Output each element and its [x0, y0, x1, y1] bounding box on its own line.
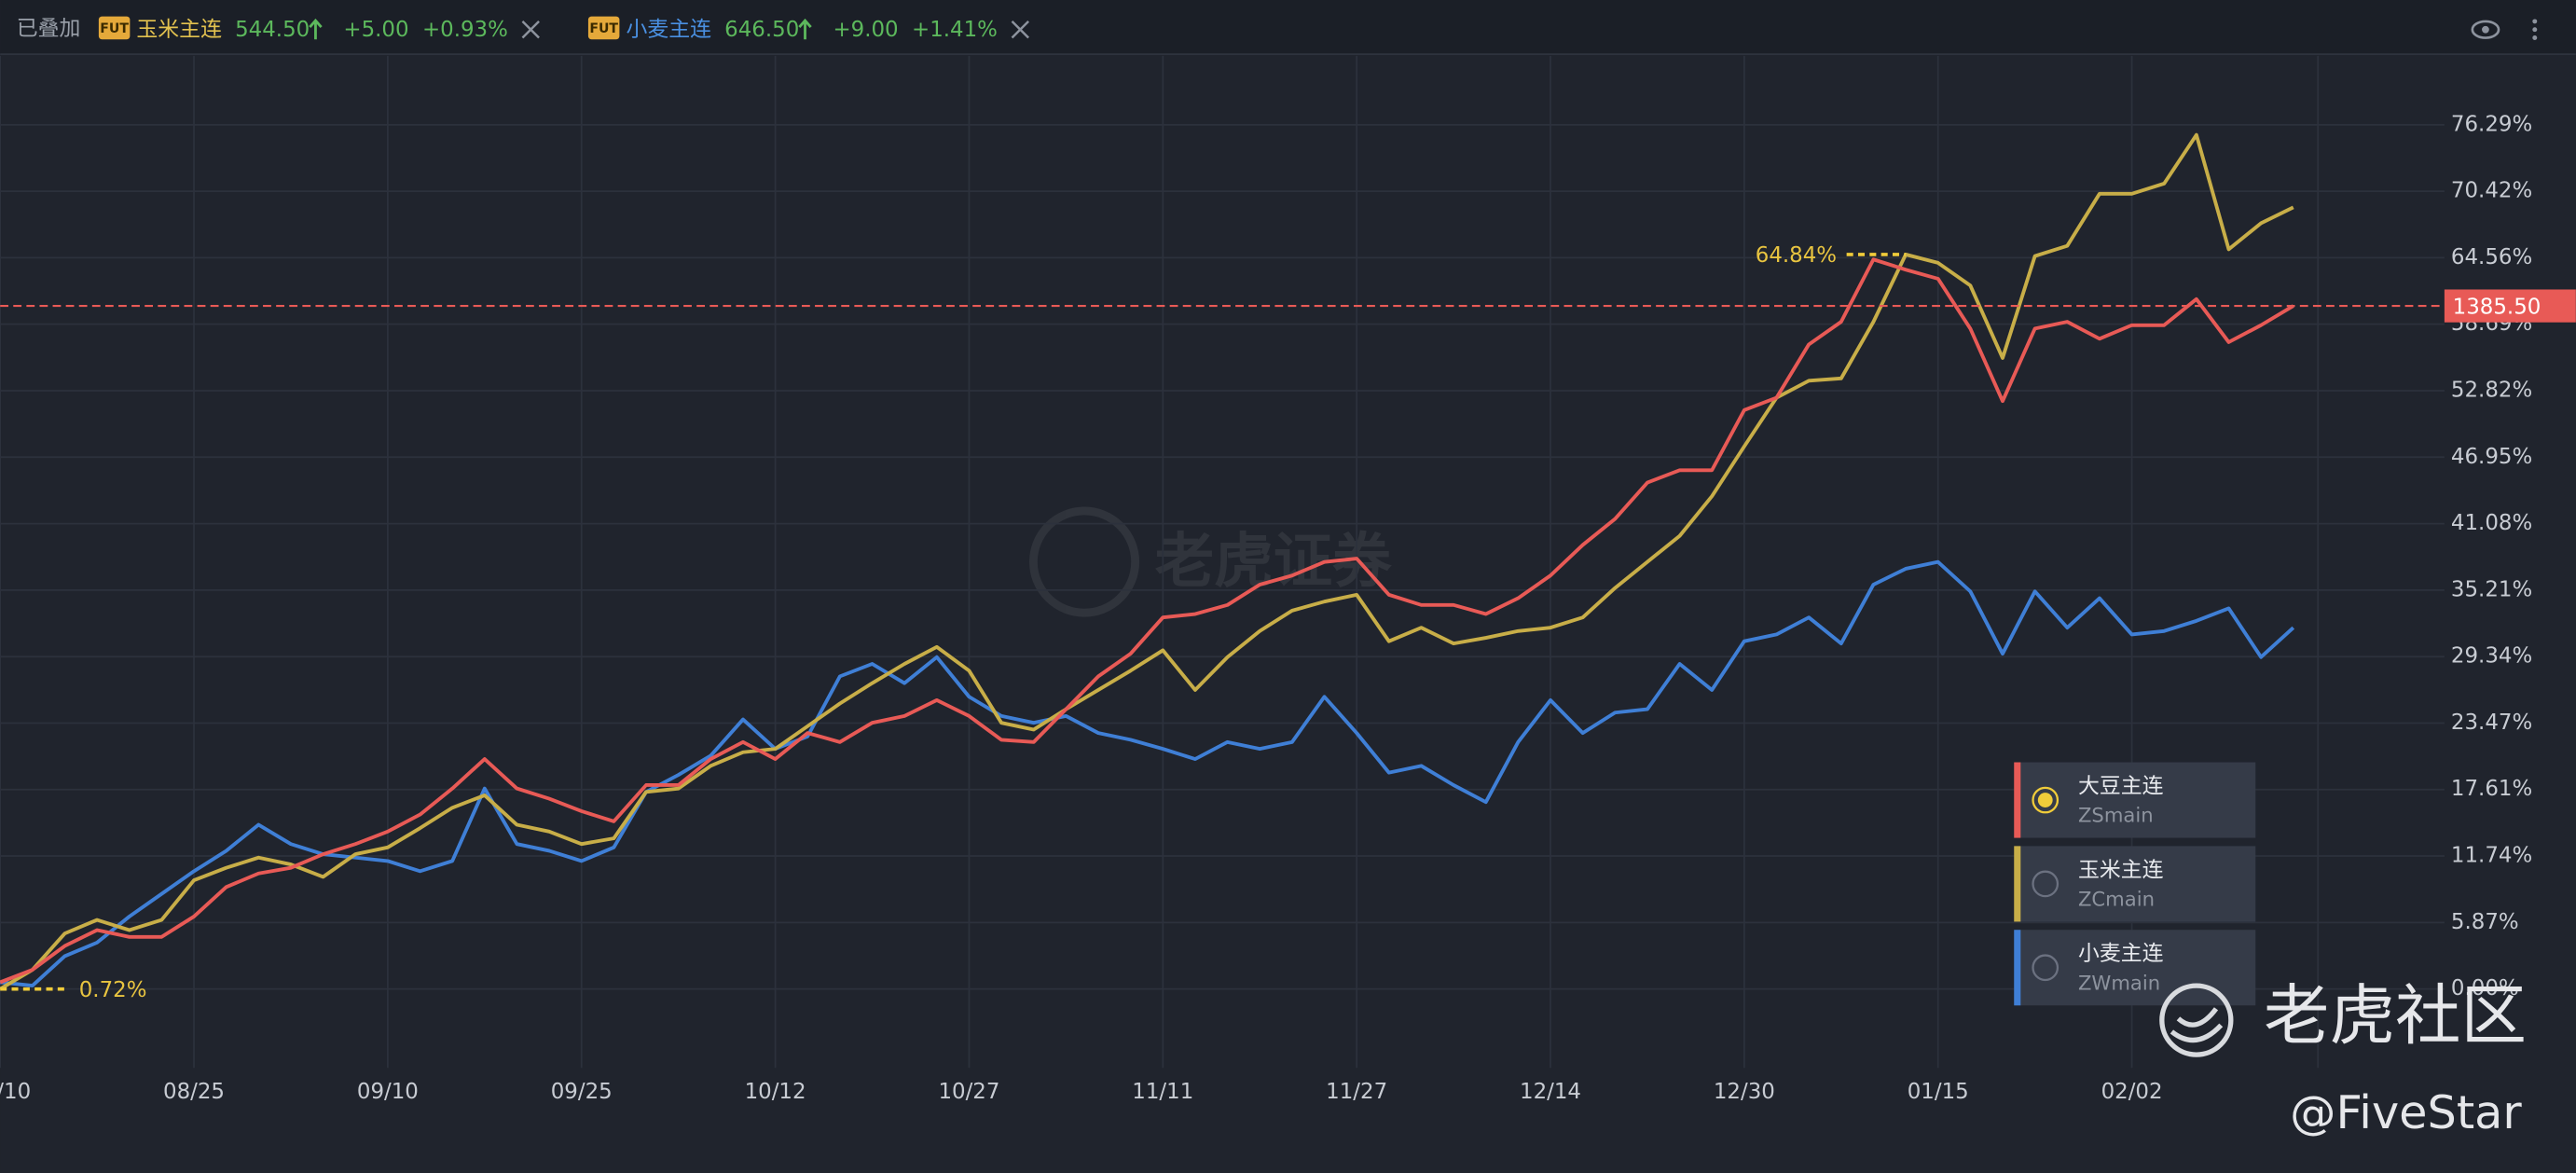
- change-percent: +1.41%: [912, 18, 998, 42]
- x-tick-label: 10/12: [745, 1080, 806, 1104]
- symbol-name: 小麦主连: [626, 18, 711, 42]
- y-tick-label: 76.29%: [2451, 112, 2532, 136]
- x-tick-label: 09/10: [357, 1080, 419, 1104]
- badge-bg: [98, 16, 131, 40]
- x-tick-label: 08/10: [0, 1080, 31, 1104]
- eye-outline: [2471, 20, 2500, 39]
- legend-stripe: [2014, 762, 2021, 838]
- legend-code: ZSmain: [2078, 804, 2154, 827]
- legend-item[interactable]: 小麦主连 ZWmain: [2014, 930, 2256, 1006]
- x-tick-label: 01/15: [1908, 1080, 1969, 1104]
- legend-name: 玉米主连: [2078, 858, 2164, 882]
- legend-radio: [2032, 870, 2059, 898]
- badge-bg: [587, 16, 620, 40]
- up-arrow: [798, 18, 812, 40]
- legend-bg: [2014, 762, 2256, 838]
- y-tick-label: 46.95%: [2451, 445, 2532, 469]
- legend-stripe: [2014, 846, 2021, 922]
- change-percent: +0.93%: [422, 18, 508, 42]
- dot: [2532, 19, 2538, 24]
- x-tick-label: 09/25: [551, 1080, 613, 1104]
- legend-code: ZWmain: [2078, 971, 2160, 994]
- watermark: 老虎证券: [1029, 506, 1392, 617]
- annotation: 64.84%: [1756, 243, 1837, 268]
- dot: [2532, 35, 2538, 40]
- reference-label: 1385.50: [2453, 295, 2542, 319]
- x-tick-label: 12/30: [1714, 1080, 1775, 1104]
- badge: FUT: [589, 21, 618, 36]
- y-tick-label: 70.42%: [2451, 179, 2532, 203]
- x-tick-label: 12/14: [1520, 1080, 1581, 1104]
- badge: FUT: [100, 21, 129, 36]
- y-tick-label: 29.34%: [2451, 644, 2532, 669]
- header-label: 已叠加: [17, 17, 81, 41]
- series-line: [0, 132, 2294, 991]
- legend-radio: [2032, 786, 2059, 814]
- y-tick-label: 64.56%: [2451, 245, 2532, 269]
- y-tick-label: 23.47%: [2451, 711, 2532, 735]
- eye-icon[interactable]: [2471, 20, 2500, 39]
- y-tick-label: 5.87%: [2451, 910, 2519, 934]
- watermark-text: 老虎证券: [1155, 527, 1392, 596]
- legend-code: ZCmain: [2078, 888, 2155, 911]
- x-tick-label: 08/25: [163, 1080, 225, 1104]
- series-line: [0, 257, 2294, 985]
- price: 646.50: [724, 18, 799, 42]
- y-tick-label: 17.61%: [2451, 777, 2532, 801]
- header-bar: [0, 0, 2576, 55]
- y-tick-label: 11.74%: [2451, 844, 2532, 868]
- legend-stripe: [2014, 930, 2021, 1006]
- x-tick-label: 11/27: [1326, 1080, 1387, 1104]
- up-arrow: [309, 18, 323, 40]
- close-icon[interactable]: [1011, 21, 1029, 39]
- eye-pupil: [2482, 25, 2489, 34]
- legend-name: 大豆主连: [2078, 774, 2164, 798]
- menu-icon[interactable]: [2532, 19, 2538, 40]
- legend-bg: [2014, 846, 2256, 922]
- overlay-item[interactable]: FUT 小麦主连 646.50 +9.00 +1.41%: [587, 16, 998, 42]
- change: +9.00: [833, 18, 898, 42]
- x-tick-label: 02/02: [2101, 1080, 2163, 1104]
- author: @FiveStar: [2290, 1085, 2522, 1139]
- price: 544.50: [235, 18, 310, 42]
- y-tick-label: 35.21%: [2451, 577, 2532, 601]
- reference-label-bg: [2444, 289, 2576, 323]
- brand-logo: [2159, 983, 2234, 1057]
- legend-name: 小麦主连: [2078, 942, 2164, 966]
- change: +5.00: [343, 18, 408, 42]
- legend-item[interactable]: 玉米主连 ZCmain: [2014, 846, 2256, 922]
- brand: 老虎社区: [2264, 978, 2527, 1055]
- legend-radio-dot: [2037, 793, 2053, 807]
- legend-radio: [2032, 954, 2059, 982]
- y-tick-label: 52.82%: [2451, 378, 2532, 402]
- watermark-logo: [1029, 506, 1140, 617]
- series-line: [0, 559, 2295, 987]
- legend-item[interactable]: 大豆主连 ZSmain: [2014, 762, 2256, 838]
- y-tick-label: 41.08%: [2451, 511, 2532, 535]
- overlay-item[interactable]: FUT 玉米主连 544.50 +5.00 +0.93%: [98, 16, 508, 42]
- dot: [2532, 27, 2538, 33]
- close-icon[interactable]: [521, 21, 540, 39]
- x-tick-label: 11/11: [1132, 1080, 1193, 1104]
- x-tick-label: 10/27: [938, 1080, 999, 1104]
- symbol-name: 玉米主连: [136, 18, 222, 42]
- brand-logo-stripes: [2170, 1007, 2224, 1043]
- annotation: 0.72%: [79, 978, 147, 1002]
- y-tick-label: 0.00%: [2451, 976, 2519, 1000]
